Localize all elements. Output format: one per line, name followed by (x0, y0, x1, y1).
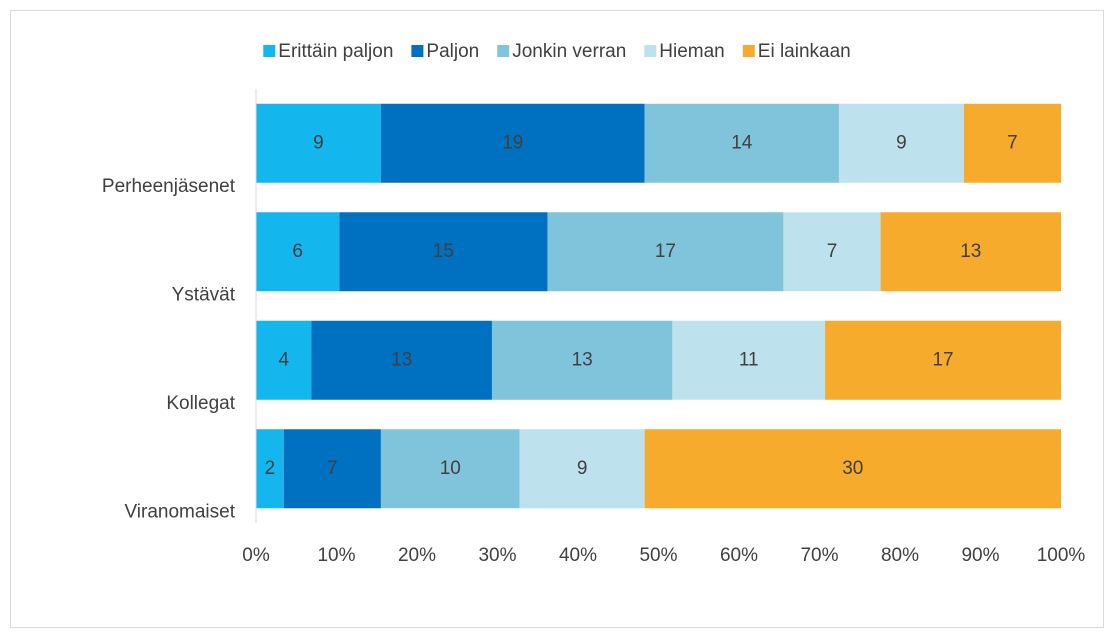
data-label: 2 (265, 458, 276, 479)
bar-segment (380, 429, 520, 509)
bar-segment (880, 212, 1061, 292)
legend-label: Paljon (426, 41, 479, 62)
data-label: 19 (502, 132, 523, 153)
x-tick-label: 90% (961, 545, 999, 566)
x-tick-label: 70% (800, 545, 838, 566)
legend-label: Ei lainkaan (758, 41, 851, 62)
y-tick-label: Kollegat (166, 393, 235, 414)
x-tick-label: 40% (559, 545, 597, 566)
data-label: 13 (960, 241, 981, 262)
data-label: 6 (292, 241, 303, 262)
bar-segment (547, 212, 784, 292)
bar-segment (283, 429, 381, 509)
bar-segment (311, 320, 492, 400)
bar-segment (644, 429, 1061, 509)
legend-swatch (263, 45, 276, 57)
bar-segment (256, 429, 284, 509)
bar-segment (339, 212, 548, 292)
x-tick-label: 50% (639, 545, 677, 566)
data-label: 7 (827, 241, 838, 262)
data-label: 11 (739, 349, 759, 370)
data-label: 10 (440, 458, 461, 479)
bar-segment (838, 103, 964, 183)
x-tick-label: 20% (398, 545, 436, 566)
bar-segment (644, 103, 839, 183)
x-tick-label: 30% (478, 545, 516, 566)
x-tick-label: 10% (317, 545, 355, 566)
bar-segment (256, 320, 312, 400)
data-label: 13 (572, 349, 593, 370)
bar-segment (783, 212, 881, 292)
bar-segment (256, 212, 340, 292)
bar-segment (519, 429, 645, 509)
legend-label: Jonkin verran (512, 41, 626, 62)
legend-swatch (411, 45, 424, 57)
bar-segment (672, 320, 826, 400)
legend-swatch (644, 45, 657, 57)
legend-label: Hieman (659, 41, 724, 62)
data-label: 9 (577, 458, 588, 479)
x-tick-label: 0% (242, 545, 270, 566)
data-label: 9 (313, 132, 324, 153)
data-label: 4 (278, 349, 289, 370)
data-label: 9 (896, 132, 907, 153)
bar-segment (963, 103, 1061, 183)
y-tick-label: Perheenjäsenet (102, 176, 236, 197)
bar-segment (825, 320, 1061, 400)
y-tick-label: Viranomaiset (124, 501, 235, 522)
x-tick-label: 60% (720, 545, 758, 566)
data-label: 7 (1007, 132, 1018, 153)
legend-swatch (742, 45, 755, 57)
data-label: 13 (391, 349, 412, 370)
x-tick-label: 80% (881, 545, 919, 566)
data-label: 30 (842, 458, 863, 479)
legend-swatch (497, 45, 510, 57)
y-tick-label: Ystävät (172, 284, 236, 305)
chart-frame (10, 10, 1104, 628)
legend-label: Erittäin paljon (278, 41, 393, 62)
data-label: 17 (655, 241, 676, 262)
data-label: 17 (932, 349, 953, 370)
bar-segment (380, 103, 645, 183)
data-label: 7 (327, 458, 338, 479)
data-label: 15 (433, 241, 454, 262)
data-label: 14 (731, 132, 753, 153)
x-tick-label: 100% (1037, 545, 1086, 566)
bar-segment (256, 103, 381, 183)
bar-segment (491, 320, 673, 400)
